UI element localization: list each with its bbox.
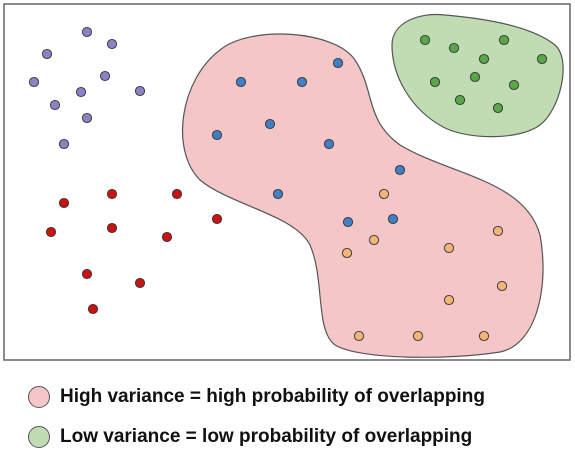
orange-dot — [341, 247, 353, 259]
dots-layer — [28, 26, 548, 342]
orange-dot — [368, 234, 380, 246]
legend-item-low-variance: Low variance = low probability of overla… — [28, 423, 472, 451]
cluster-diagram — [3, 3, 571, 361]
purple-dot — [81, 112, 93, 124]
red-dot — [211, 213, 223, 225]
blue-dot — [332, 57, 344, 69]
red-dot — [81, 268, 93, 280]
red-dot — [106, 188, 118, 200]
green-dot — [478, 53, 490, 65]
green-dot — [536, 53, 548, 65]
green-swatch-icon — [28, 426, 50, 448]
purple-dot — [28, 76, 40, 88]
orange-dot — [492, 225, 504, 237]
green-dot — [429, 76, 441, 88]
red-dot — [134, 277, 146, 289]
red-dot — [106, 222, 118, 234]
blue-dot — [264, 118, 276, 130]
red-dot — [87, 303, 99, 315]
purple-dot — [58, 138, 70, 150]
orange-dot — [378, 188, 390, 200]
blue-dot — [211, 129, 223, 141]
green-dot — [454, 94, 466, 106]
green-dot — [469, 71, 481, 83]
purple-dot — [134, 85, 146, 97]
high-variance-region — [181, 33, 544, 358]
red-dot — [171, 188, 183, 200]
orange-dot — [353, 330, 365, 342]
purple-dot — [49, 99, 61, 111]
blue-dot — [272, 188, 284, 200]
blue-dot — [235, 76, 247, 88]
blue-dot — [342, 216, 354, 228]
orange-dot — [478, 330, 490, 342]
blue-dot — [323, 138, 335, 150]
green-dot — [448, 42, 460, 54]
red-dot — [161, 231, 173, 243]
blue-dot — [296, 76, 308, 88]
legend-label-low-variance: Low variance = low probability of overla… — [60, 426, 473, 447]
blue-dot — [394, 164, 406, 176]
purple-dot — [41, 48, 53, 60]
purple-dot — [106, 38, 118, 50]
purple-dot — [99, 70, 111, 82]
legend-item-high-variance: High variance = high probability of over… — [28, 383, 485, 411]
red-dot — [58, 197, 70, 209]
orange-dot — [496, 280, 508, 292]
orange-dot — [443, 294, 455, 306]
green-dot — [492, 102, 504, 114]
legend-label-high-variance: High variance = high probability of over… — [60, 386, 485, 407]
purple-dot — [81, 26, 93, 38]
purple-dot — [75, 86, 87, 98]
green-dot — [498, 34, 510, 46]
blue-dot — [387, 213, 399, 225]
pink-swatch-icon — [28, 386, 50, 408]
green-dot — [508, 79, 520, 91]
red-dot — [45, 226, 57, 238]
orange-dot — [443, 242, 455, 254]
orange-dot — [412, 330, 424, 342]
green-dot — [419, 34, 431, 46]
